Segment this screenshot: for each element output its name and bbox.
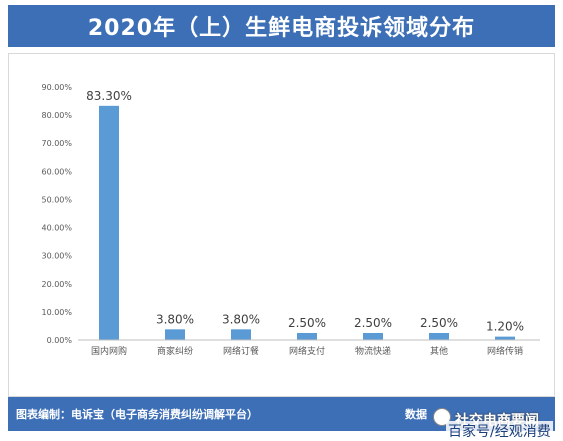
value-label: 2.50%	[288, 316, 326, 330]
value-label: 1.20%	[486, 320, 524, 334]
y-tick-label: 70.00%	[41, 139, 72, 148]
chart-credit: 图表编制：电诉宝（电子商务消费纠纷调解平台）	[16, 408, 258, 421]
bar	[429, 332, 449, 340]
value-label: 3.80%	[222, 312, 260, 326]
x-tick-label: 其他	[430, 345, 448, 357]
x-tick-label: 物流快递	[355, 345, 391, 357]
chart-title: 2020年（上）生鲜电商投诉领域分布	[8, 5, 555, 47]
y-tick-label: 40.00%	[41, 224, 72, 233]
value-label: 83.30%	[86, 89, 132, 103]
x-tick-label: 网络支付	[289, 345, 325, 357]
bar	[495, 336, 515, 340]
x-axis: 国内网购 商家纠纷 网络订餐 网络支付 物流快递 其他 网络传销	[78, 339, 540, 357]
y-tick-label: 0.00%	[47, 336, 73, 345]
y-tick-label: 50.00%	[41, 195, 72, 204]
y-tick-label: 90.00%	[41, 83, 72, 92]
value-labels: 83.30% 3.80% 3.80% 2.50% 2.50% 2.50% 1.20%	[86, 89, 524, 334]
bar	[99, 105, 119, 340]
bar	[231, 329, 251, 340]
y-tick-label: 30.00%	[41, 252, 72, 261]
y-tick-label: 80.00%	[41, 111, 72, 120]
y-tick-label: 60.00%	[41, 167, 72, 176]
x-tick-label: 网络订餐	[223, 345, 259, 357]
bar	[297, 332, 317, 340]
x-tick-label: 网络传销	[487, 345, 523, 357]
y-tick-label: 10.00%	[41, 308, 72, 317]
value-label: 3.80%	[156, 312, 194, 326]
value-label: 2.50%	[420, 316, 458, 330]
data-source-label: 数据	[405, 408, 427, 421]
value-label: 2.50%	[354, 316, 392, 330]
x-tick-label: 国内网购	[91, 345, 127, 357]
bar	[165, 329, 185, 340]
watermark-baijiahao: 百家号/经观消费	[446, 421, 553, 441]
bars	[99, 105, 515, 340]
y-axis: 0.00% 10.00% 20.00% 30.00% 40.00% 50.00% 60.00…	[41, 83, 72, 345]
x-tick-label: 商家纠纷	[157, 345, 193, 357]
chart-frame	[8, 53, 555, 397]
bar	[363, 332, 383, 340]
y-tick-label: 20.00%	[41, 280, 72, 289]
